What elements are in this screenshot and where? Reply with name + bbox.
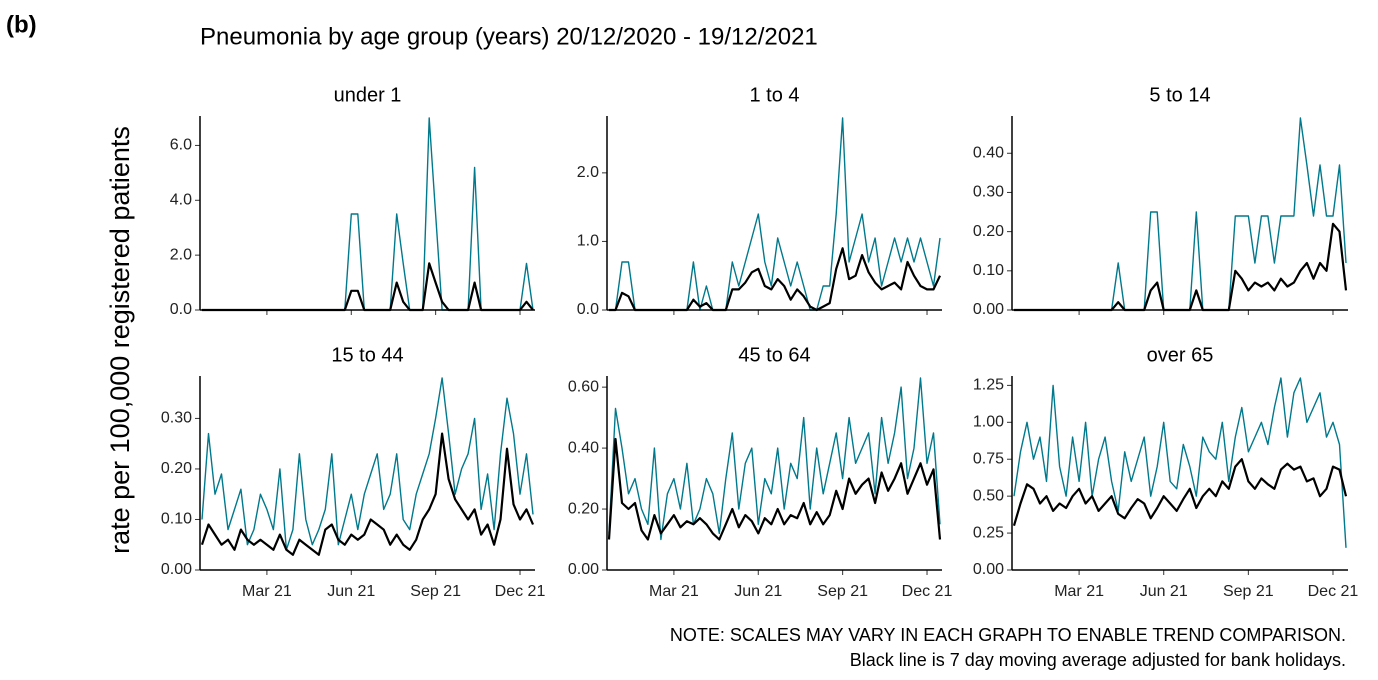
y-tick-label: 0.20: [973, 223, 1004, 240]
y-tick-label: 4.0: [170, 192, 192, 209]
panel-title: over 65: [1147, 344, 1214, 366]
y-tick-label: 0.25: [973, 524, 1004, 541]
y-tick-label: 6.0: [170, 137, 192, 154]
daily-line: [201, 377, 534, 551]
x-tick-label: Sep 21: [1223, 583, 1274, 600]
y-tick-label: 0.40: [973, 144, 1004, 161]
y-tick-label: 0.20: [161, 460, 192, 477]
moving-average-line: [1014, 222, 1348, 312]
moving-average-line: [1012, 458, 1348, 527]
x-tick-label: Sep 21: [817, 583, 868, 600]
y-tick-label: 0.10: [161, 511, 192, 528]
y-axis-label: rate per 100,000 registered patients: [105, 126, 135, 554]
x-tick-label: Jun 21: [1140, 583, 1188, 600]
note: Black line is 7 day moving average adjus…: [850, 650, 1346, 670]
x-tick-label: Mar 21: [242, 583, 292, 600]
y-tick-label: 0.75: [973, 450, 1004, 467]
x-tick-label: Jun 21: [734, 583, 782, 600]
daily-line: [1014, 117, 1347, 311]
moving-average-line: [200, 432, 535, 556]
y-tick-label: 1.00: [973, 414, 1004, 431]
y-tick-label: 0.40: [568, 439, 599, 456]
x-tick-label: Mar 21: [1054, 583, 1104, 600]
x-tick-label: Jun 21: [327, 583, 375, 600]
y-tick-label: 1.0: [577, 233, 599, 250]
y-tick-label: 0.50: [973, 487, 1004, 504]
y-tick-label: 2.0: [577, 164, 599, 181]
y-tick-label: 0.0: [170, 301, 192, 318]
daily-line: [609, 117, 941, 311]
y-tick-label: 0.00: [973, 561, 1004, 578]
y-tick-label: 0.20: [568, 500, 599, 517]
y-tick-label: 0.30: [973, 184, 1004, 201]
y-tick-label: 0.00: [973, 301, 1004, 318]
y-tick-label: 2.0: [170, 246, 192, 263]
daily-line: [202, 117, 534, 311]
y-tick-label: 1.25: [973, 377, 1004, 394]
daily-line: [608, 377, 941, 541]
x-tick-label: Dec 21: [495, 583, 546, 600]
moving-average-line: [607, 437, 942, 541]
y-tick-label: 0.10: [973, 262, 1004, 279]
panel-title: 5 to 14: [1149, 84, 1210, 106]
moving-average-line: [202, 262, 534, 312]
y-tick-label: 0.60: [568, 378, 599, 395]
y-tick-label: 0.0: [577, 301, 599, 318]
panel-title: 45 to 64: [738, 344, 810, 366]
x-tick-label: Sep 21: [410, 583, 461, 600]
x-tick-label: Mar 21: [649, 583, 699, 600]
y-tick-label: 0.00: [568, 561, 599, 578]
y-tick-label: 0.30: [161, 410, 192, 427]
panel-title: 15 to 44: [331, 344, 403, 366]
panel-title: 1 to 4: [749, 84, 799, 106]
note: NOTE: SCALES MAY VARY IN EACH GRAPH TO E…: [670, 625, 1346, 645]
x-tick-label: Dec 21: [902, 583, 953, 600]
x-tick-label: Dec 21: [1308, 583, 1359, 600]
panel-title: under 1: [334, 84, 402, 106]
y-tick-label: 0.00: [161, 561, 192, 578]
panel-label: (b): [6, 11, 37, 38]
daily-line: [1013, 377, 1347, 548]
chart-title: Pneumonia by age group (years) 20/12/202…: [200, 23, 818, 50]
